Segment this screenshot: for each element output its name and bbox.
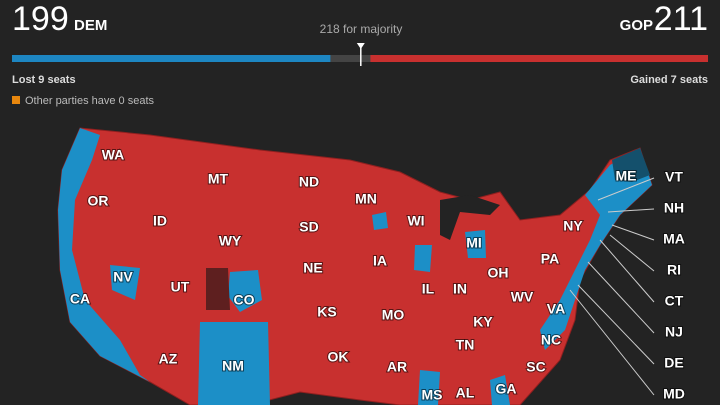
- majority-text: 218 for majority: [320, 22, 403, 36]
- state-label: KY: [473, 314, 493, 330]
- southeast-dem: [418, 370, 440, 405]
- state-label: NV: [113, 269, 133, 285]
- gop-label: GOP: [620, 17, 653, 34]
- majority-label: for majority: [343, 22, 402, 36]
- dem-label: DEM: [74, 17, 107, 34]
- state-label: WV: [511, 289, 534, 305]
- state-label: MN: [355, 191, 377, 207]
- state-label: WA: [102, 147, 125, 163]
- dem-change: Lost 9 seats: [12, 74, 76, 86]
- other-note: Other parties have 0 seats: [25, 95, 155, 107]
- callout-label: VT: [665, 169, 683, 185]
- callout-label: MD: [663, 386, 685, 402]
- state-label: IN: [453, 281, 467, 297]
- ga-dem: [490, 375, 510, 405]
- callout-line: [597, 177, 655, 201]
- dem-bar: [12, 55, 331, 62]
- il-dem: [414, 245, 432, 272]
- state-label: KS: [317, 304, 336, 320]
- nv-dem: [110, 265, 140, 300]
- gop-bar: [370, 55, 708, 62]
- state-label: TN: [456, 337, 475, 353]
- us-map: [57, 127, 653, 405]
- other-swatch: [12, 96, 20, 104]
- callout-label: CT: [665, 293, 684, 309]
- callout-line: [599, 239, 655, 303]
- state-label: IA: [373, 253, 387, 269]
- state-label: GA: [496, 381, 517, 397]
- state-label: NM: [222, 358, 244, 374]
- state-label: MI: [466, 235, 482, 251]
- callout-label: NJ: [665, 324, 683, 340]
- mn-dem: [372, 212, 388, 230]
- callout-line: [587, 261, 655, 334]
- co-dem: [228, 270, 262, 312]
- state-label: NC: [541, 332, 561, 348]
- state-label: OH: [488, 265, 509, 281]
- callout-label: DE: [664, 355, 683, 371]
- dem-count: 199: [12, 0, 69, 38]
- state-label: CO: [234, 292, 255, 308]
- bar-track: [12, 55, 708, 62]
- callout-label: NH: [664, 200, 684, 216]
- state-label: ND: [299, 174, 319, 190]
- nm-dem: [198, 322, 270, 405]
- state-label: WY: [219, 233, 242, 249]
- mi-dem: [465, 230, 486, 258]
- gop-count: 211: [654, 0, 708, 38]
- west-coast-dem: [58, 128, 150, 382]
- callout-label: RI: [667, 262, 681, 278]
- state-label: WI: [407, 213, 424, 229]
- co-split: [206, 268, 230, 310]
- state-label: ME: [616, 168, 637, 184]
- state-label: AR: [387, 359, 407, 375]
- gop-change: Gained 7 seats: [630, 74, 708, 86]
- state-label: OK: [328, 349, 349, 365]
- state-label: OR: [88, 193, 109, 209]
- state-label: SC: [526, 359, 545, 375]
- majority-marker: [356, 43, 365, 49]
- majority-seats: 218: [320, 22, 340, 36]
- state-label: IL: [422, 281, 435, 297]
- state-label: VA: [547, 301, 565, 317]
- callout-line: [607, 208, 655, 213]
- header: 199 DEM GOP 211 218 for majority Lost 9 …: [12, 0, 708, 107]
- state-label: CA: [70, 291, 90, 307]
- northeast-dem: [540, 148, 652, 350]
- callout-line: [609, 234, 655, 272]
- state-label: AZ: [159, 351, 178, 367]
- great-lakes: [440, 195, 500, 240]
- state-label: MS: [422, 387, 443, 403]
- state-label: MT: [208, 171, 229, 187]
- state-label: AL: [456, 385, 475, 401]
- state-label: NY: [563, 218, 583, 234]
- state-label: UT: [171, 279, 190, 295]
- me-region: [612, 148, 650, 182]
- state-label: SD: [299, 219, 318, 235]
- state-label: PA: [541, 251, 559, 267]
- callout-line: [577, 284, 655, 365]
- callout-line: [611, 224, 655, 241]
- state-label: ID: [153, 213, 167, 229]
- state-label: NE: [303, 260, 322, 276]
- state-label: MO: [382, 307, 405, 323]
- callout-label: MA: [663, 231, 685, 247]
- callout-line: [569, 289, 655, 396]
